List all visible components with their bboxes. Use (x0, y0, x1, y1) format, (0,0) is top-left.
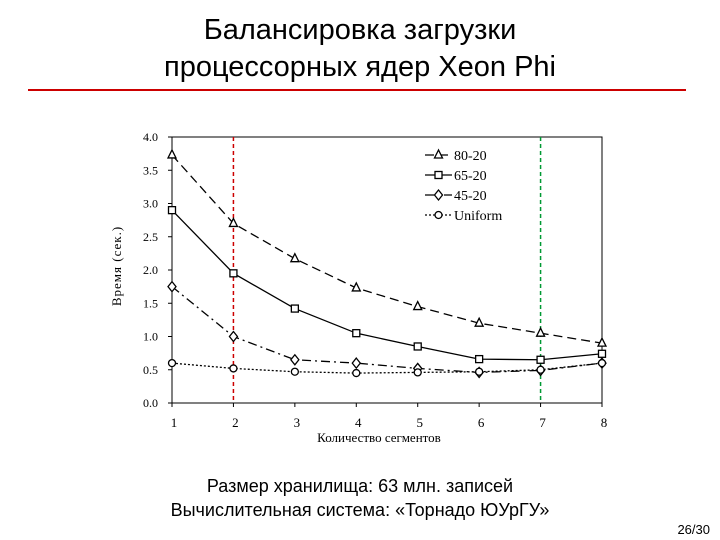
x-tick-label: 2 (232, 415, 239, 430)
data-point-80-20 (535, 326, 546, 337)
data-point-80-20 (596, 336, 608, 347)
legend-label-Uniform: Uniform (454, 209, 502, 224)
series-line-65-20 (171, 209, 603, 361)
x-axis-label: Количество сегментов (317, 430, 441, 445)
y-axis-label: Время (сек.) (109, 226, 124, 306)
data-point-Uniform (352, 368, 361, 378)
data-point-65-20 (167, 205, 177, 215)
data-point-80-20 (228, 216, 239, 228)
data-point-65-20 (229, 269, 238, 278)
legend-label-80-20: 80-20 (454, 149, 487, 164)
y-tick-label: 1.0 (143, 330, 158, 344)
data-point-65-20 (536, 355, 545, 364)
y-tick-label: 3.0 (143, 197, 158, 211)
data-point-65-20 (413, 342, 422, 351)
x-tick-label: 7 (539, 415, 546, 430)
data-point-80-20 (412, 300, 423, 311)
series-line-45-20 (171, 286, 603, 374)
data-point-65-20 (352, 329, 361, 338)
legend-marker-65-20 (434, 170, 443, 180)
line-chart: 0.0 0.5 1.0 1.5 2.0 2.5 3.0 3.5 4.0 1 2 3 4 5 6 7 8 Колич… (109, 130, 608, 445)
slide-title-line2: процессорных ядер Xeon Phi (163, 51, 556, 83)
data-point-Uniform (290, 367, 300, 376)
legend-marker-80-20 (433, 148, 444, 159)
y-tick-label: 2.0 (143, 263, 158, 277)
x-tick-label: 1 (171, 415, 178, 430)
legend-marker-45-20 (433, 188, 444, 202)
page-number: 26/30 (677, 522, 710, 537)
x-tick-label: 8 (601, 415, 608, 430)
y-tick-label: 4.0 (143, 130, 158, 144)
y-tick-label: 3.5 (143, 163, 158, 177)
data-point-Uniform (474, 367, 484, 376)
data-point-65-20 (290, 304, 300, 313)
title-divider (28, 89, 686, 91)
data-point-45-20 (228, 330, 239, 343)
data-point-65-20 (474, 354, 484, 364)
legend-label-45-20: 45-20 (454, 189, 487, 204)
data-point-65-20 (597, 349, 607, 358)
data-point-45-20 (167, 280, 177, 293)
x-tick-label: 6 (478, 415, 485, 430)
data-point-80-20 (474, 316, 485, 327)
y-tick-label: 1.5 (143, 296, 158, 310)
y-tick-label: 0.0 (143, 396, 158, 410)
footer-line1: Размер хранилища: 63 млн. записей (206, 476, 514, 496)
data-point-Uniform (167, 358, 177, 368)
x-tick-label: 4 (355, 415, 362, 430)
data-point-80-20 (166, 148, 178, 159)
y-tick-label: 0.5 (143, 363, 158, 377)
x-tick-label: 3 (294, 415, 301, 430)
data-point-Uniform (597, 358, 607, 368)
x-tick-label: 5 (416, 415, 423, 430)
series-line-80-20 (171, 154, 603, 344)
data-point-80-20 (351, 281, 362, 292)
data-point-80-20 (289, 252, 300, 263)
legend-marker-Uniform (434, 210, 443, 220)
data-point-Uniform (536, 365, 545, 374)
footer-line2: Вычислительная система: «Торнадо ЮУрГУ» (170, 500, 550, 520)
y-tick-label: 2.5 (143, 230, 158, 244)
slide-title-line1: Балансировка загрузки (203, 14, 517, 46)
data-point-Uniform (413, 368, 422, 377)
data-point-Uniform (229, 364, 238, 373)
slide-footer: Размер хранилища: 63 млн. записей Вычисл… (0, 474, 720, 522)
data-point-45-20 (351, 357, 362, 370)
legend-label-65-20: 65-20 (454, 169, 487, 184)
slide-title: Балансировка загрузки процессорных ядер … (0, 12, 720, 86)
data-point-45-20 (290, 353, 300, 366)
